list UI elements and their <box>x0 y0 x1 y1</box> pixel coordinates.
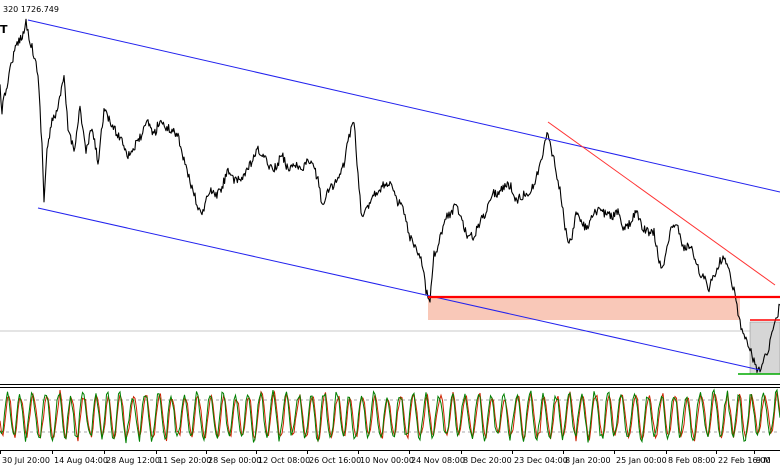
x-tick-label: 28 Aug 12:00 <box>106 456 160 465</box>
channel-lower-line <box>37 207 761 371</box>
x-tick-label: 30 Jul 20:00 <box>2 456 50 465</box>
trendlines <box>428 121 780 375</box>
x-tick-label: 24 Nov 08:00 <box>411 456 465 465</box>
x-tick-label: 8 Jan 20:00 <box>565 456 611 465</box>
oscillator-series <box>0 388 780 444</box>
x-tick-label: 14 Aug 04:00 <box>54 456 108 465</box>
oscillator-signal-line <box>0 389 780 443</box>
price-series <box>0 18 780 373</box>
x-tick-label: 26 Oct 16:00 <box>309 456 361 465</box>
x-tick-label: 10 Nov 00:00 <box>360 456 414 465</box>
oscillator-panel <box>0 388 780 444</box>
x-tick-label: 23 Dec 04:00 <box>514 456 568 465</box>
support-zone <box>428 298 780 375</box>
x-tick-label: 11 Sep 20:00 <box>158 456 211 465</box>
oscillator-main-line <box>0 388 780 444</box>
chart-badge: T <box>0 23 8 36</box>
channel-upper-line <box>27 19 780 193</box>
ohlc-readout: 320 1726.749 <box>3 5 59 14</box>
demand-zone-rect <box>749 321 780 375</box>
price-line <box>0 18 780 373</box>
x-tick-label: 8 Feb 08:00 <box>668 456 715 465</box>
channel-lines <box>27 19 780 371</box>
x-tick-label: 22 Feb 16:00 <box>718 456 770 465</box>
x-tick-label: 12 Oct 08:00 <box>258 456 310 465</box>
x-tick-label: 8 Dec 20:00 <box>463 456 512 465</box>
support-zone-rect <box>428 298 740 320</box>
x-tick-label: 9 M <box>756 456 771 465</box>
x-tick-label: 25 Jan 00:00 <box>616 456 667 465</box>
x-tick-label: 28 Sep 00:00 <box>208 456 261 465</box>
descending-trendline <box>547 121 776 286</box>
main-panel <box>0 18 780 375</box>
